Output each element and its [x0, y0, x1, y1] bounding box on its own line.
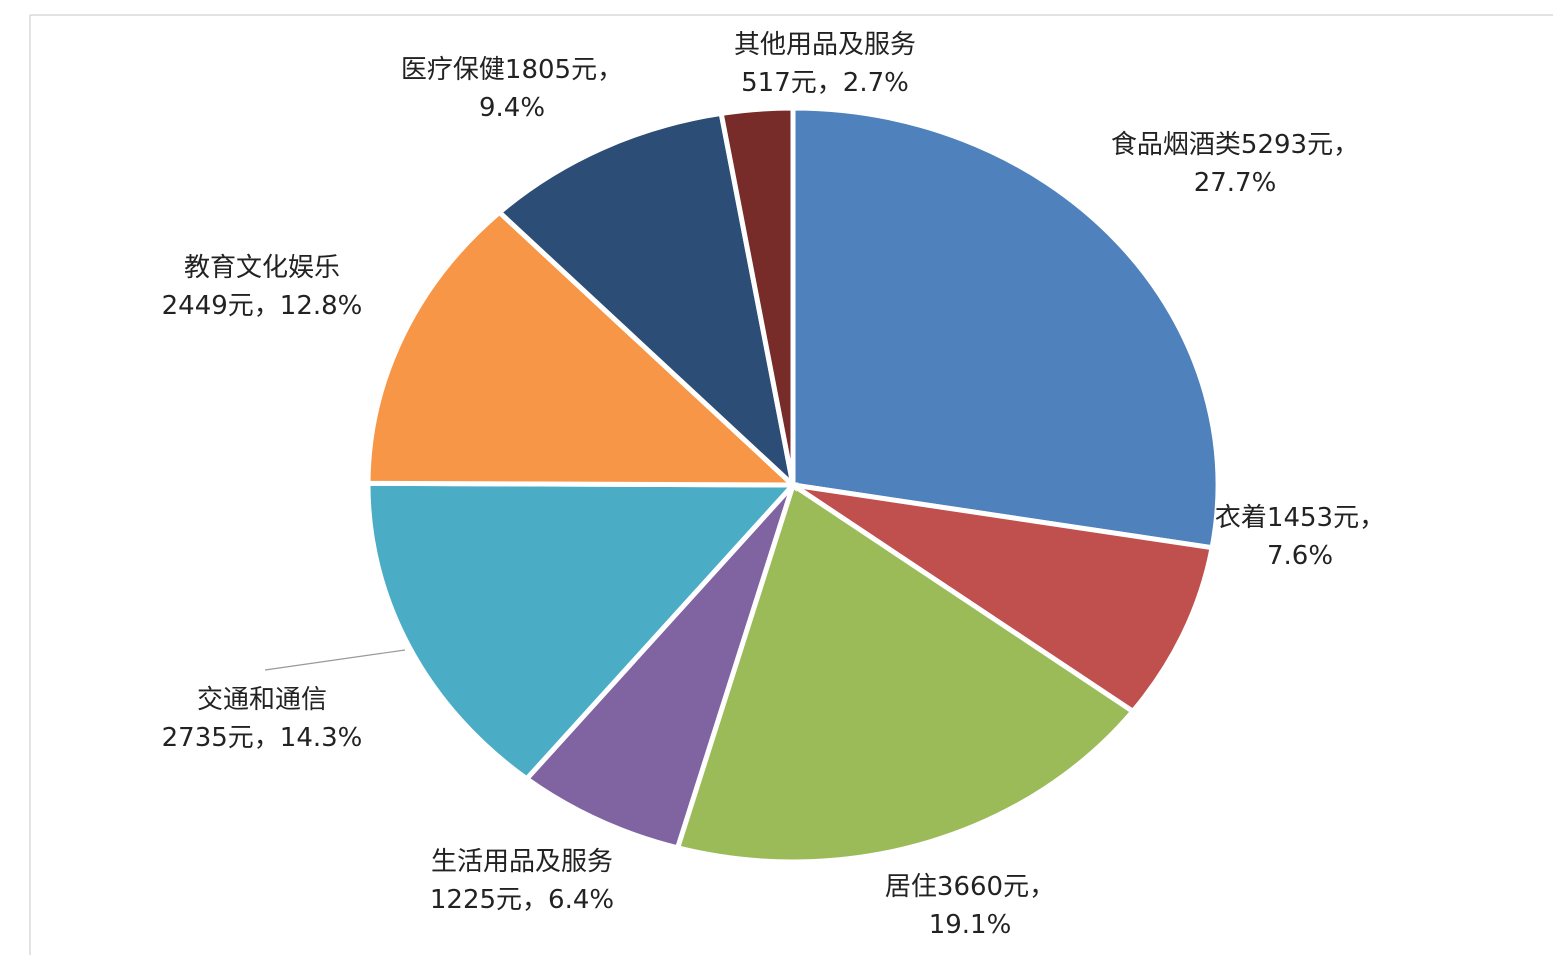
category-label: 交通和通信 — [197, 685, 327, 715]
data-label: 食品烟酒类5293元， — [1111, 130, 1359, 160]
leader-line — [264, 649, 406, 671]
data-label: 27.7% — [1194, 168, 1277, 198]
percent-label: 19.1% — [929, 910, 1012, 940]
data-label: 1225元，6.4% — [430, 885, 614, 915]
category-label: 其他用品及服务 — [734, 30, 916, 60]
value-label: 1805元， — [505, 55, 623, 85]
data-label: 医疗保健1805元， — [401, 55, 623, 85]
percent-label: 12.8% — [280, 291, 363, 321]
category-label: 教育文化娱乐 — [184, 253, 340, 283]
value-label: 517元， — [741, 68, 843, 98]
pie-slice — [365, 480, 799, 783]
pie-slice — [674, 481, 1137, 865]
percent-label: 7.6% — [1267, 541, 1333, 571]
data-label: 居住3660元， — [885, 872, 1055, 902]
category-label: 居住 — [885, 872, 937, 902]
value-label: 3660元， — [937, 872, 1055, 902]
percent-label: 14.3% — [280, 723, 363, 753]
percent-label: 2.7% — [843, 68, 909, 98]
value-label: 1225元， — [430, 885, 548, 915]
data-label: 交通和通信 — [197, 685, 327, 715]
pie-slice — [522, 483, 796, 851]
category-label: 生活用品及服务 — [431, 847, 613, 877]
data-label: 衣着1453元， — [1215, 503, 1385, 533]
pie-slice — [718, 105, 796, 486]
value-label: 1453元， — [1267, 503, 1385, 533]
data-label: 19.1% — [929, 910, 1012, 940]
category-label: 医疗保健 — [401, 55, 505, 85]
value-label: 2735元， — [162, 723, 280, 753]
data-label: 生活用品及服务 — [431, 847, 613, 877]
data-label: 7.6% — [1267, 541, 1333, 571]
pie-slice — [791, 482, 1216, 715]
pie-slice — [495, 110, 797, 493]
percent-label: 6.4% — [548, 885, 614, 915]
data-label: 9.4% — [479, 93, 545, 123]
data-label: 其他用品及服务 — [734, 30, 916, 60]
category-label: 食品烟酒类 — [1111, 130, 1241, 160]
data-label: 517元，2.7% — [741, 68, 909, 98]
category-label: 衣着 — [1215, 503, 1267, 533]
value-label: 2449元， — [162, 291, 280, 321]
pie-slice — [365, 209, 800, 488]
percent-label: 27.7% — [1194, 168, 1277, 198]
percent-label: 9.4% — [479, 93, 545, 123]
value-label: 5293元， — [1241, 130, 1359, 160]
data-label: 2449元，12.8% — [162, 291, 363, 321]
pie-slice — [790, 105, 1221, 551]
data-label: 2735元，14.3% — [162, 723, 363, 753]
data-label: 教育文化娱乐 — [184, 253, 340, 283]
